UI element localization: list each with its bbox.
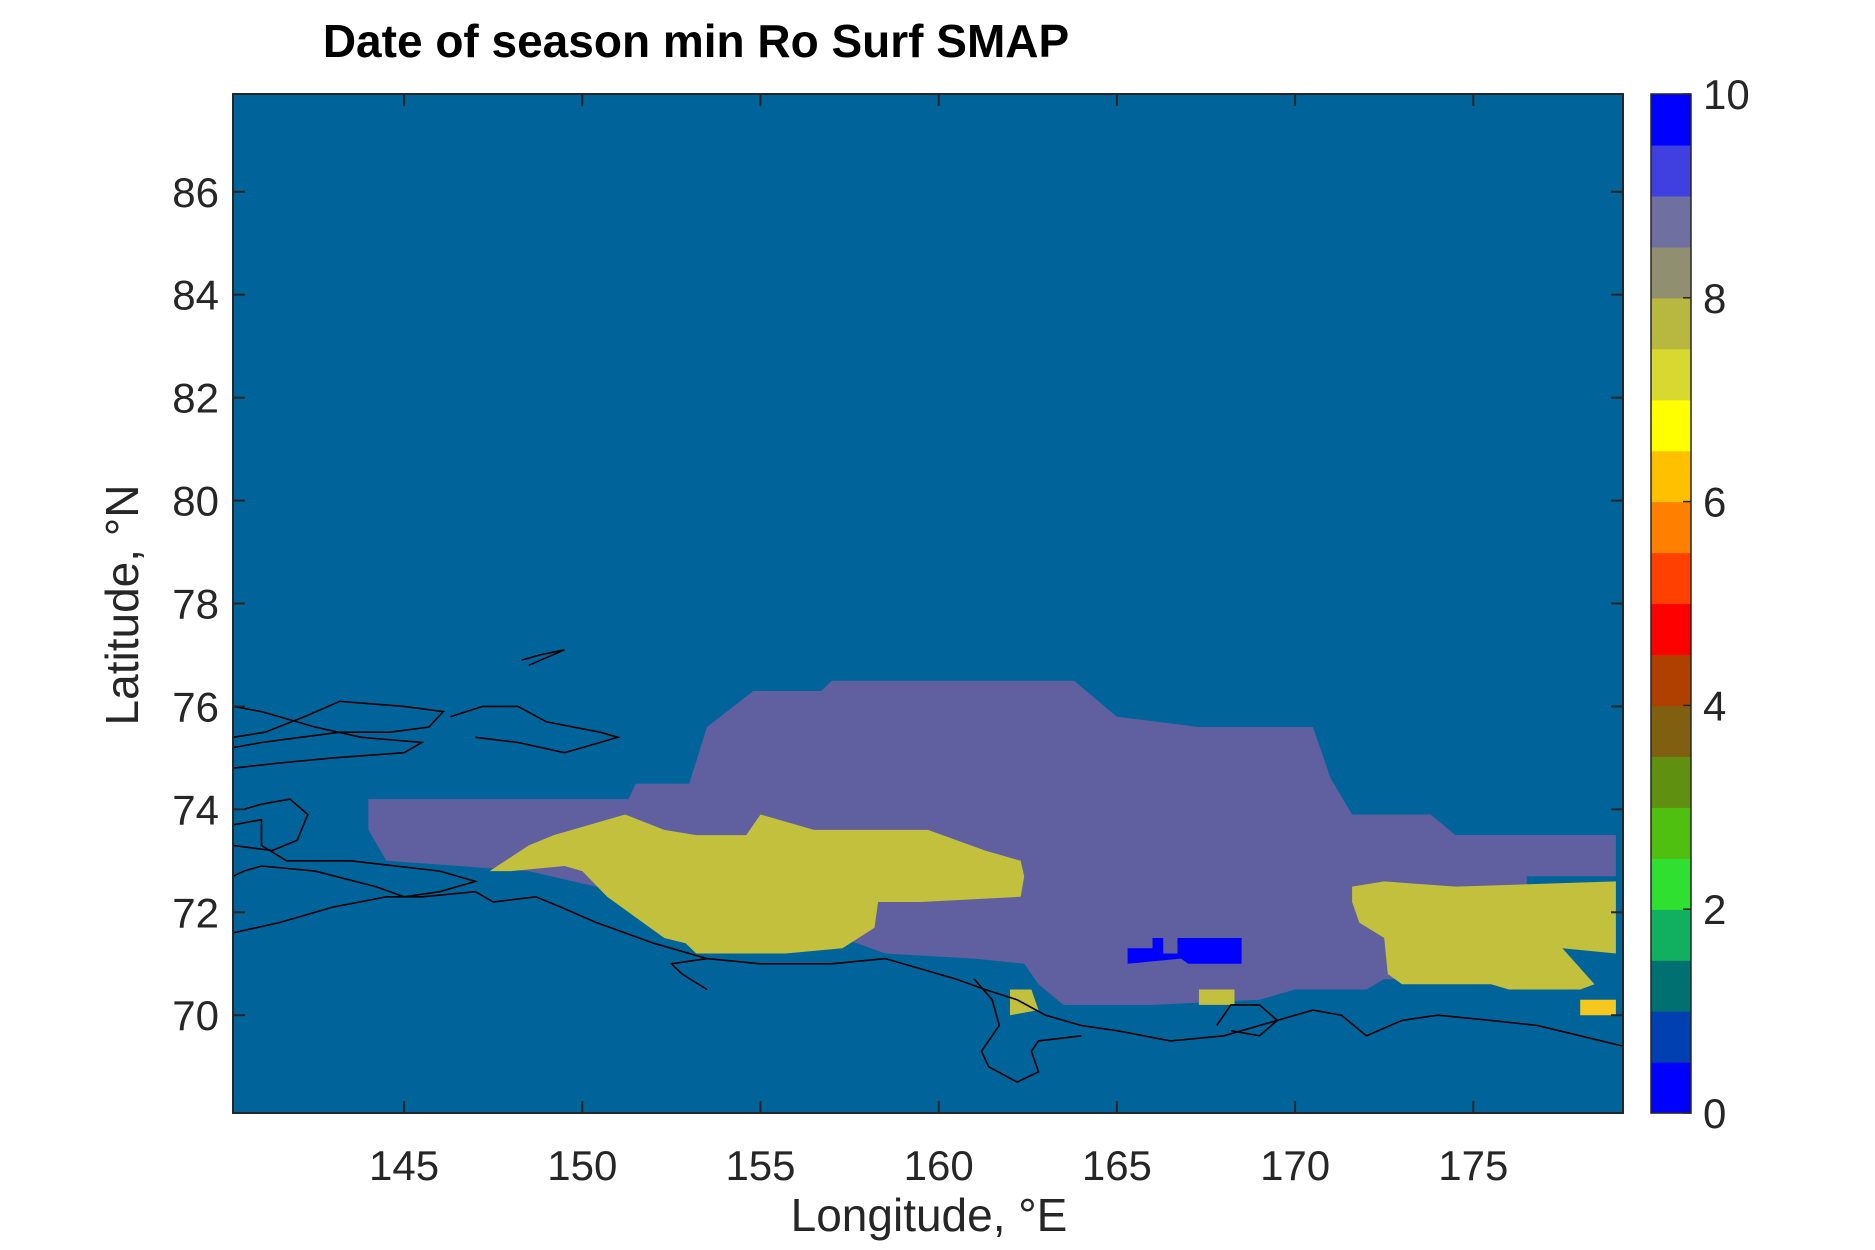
colorbar-segment [1651, 246, 1691, 299]
heatmap-region-value-8 [1010, 989, 1039, 1016]
x-tick-label: 170 [1260, 1142, 1330, 1189]
colorbar-segment [1651, 960, 1691, 1012]
plot-area [232, 93, 1624, 1114]
colorbar-segment [1651, 94, 1691, 146]
colorbar-segment [1651, 909, 1691, 961]
y-tick-label: 74 [172, 786, 219, 833]
y-tick-label: 70 [172, 992, 219, 1039]
colorbar-segment [1651, 858, 1691, 910]
x-tick-label: 145 [369, 1142, 439, 1189]
x-axis-ticks: 145 150 155 160 165 170 175 [369, 94, 1508, 1189]
heatmap-region-value-8 [489, 814, 1025, 954]
coastline-path [232, 705, 425, 769]
y-tick-label: 80 [172, 478, 219, 525]
colorbar-segment [1651, 501, 1691, 554]
colorbar-segment [1651, 552, 1691, 605]
colorbar-segment [1651, 603, 1691, 656]
colorbar-tick-label: 8 [1703, 275, 1726, 322]
y-tick-label: 72 [172, 889, 219, 936]
y-tick-label: 76 [172, 683, 219, 730]
colorbar-segment [1651, 348, 1691, 401]
colorbar-segment [1651, 195, 1691, 248]
coastline-path [450, 705, 621, 754]
coastline-path [232, 700, 445, 749]
heatmap-region-value-0 [1127, 938, 1242, 964]
colorbar-segment [1651, 705, 1691, 757]
y-axis-ticks: 70 72 74 76 78 80 82 84 86 [172, 169, 1623, 1039]
colorbar-tick-label: 0 [1703, 1090, 1726, 1137]
colorbar-segment [1651, 297, 1691, 350]
heatmap-region-value-7 [1580, 999, 1616, 1016]
chart-title: Date of season min Ro Surf SMAP [323, 15, 1069, 67]
x-tick-label: 155 [725, 1142, 795, 1189]
colorbar-segment [1651, 756, 1691, 808]
colorbar-segment [1651, 1062, 1691, 1114]
y-tick-label: 82 [172, 375, 219, 422]
coastline-path [232, 818, 479, 898]
colorbar: 0 2 4 6 8 10 [1650, 71, 1750, 1137]
colorbar-tick-label: 6 [1703, 479, 1726, 526]
colorbar-tick-label: 10 [1703, 71, 1750, 118]
heatmap-region-value-8 [1352, 881, 1616, 990]
y-axis-label: Latitude, °N [96, 485, 148, 726]
coastline-path [521, 649, 565, 667]
colorbar-segment [1651, 144, 1691, 197]
heatmap-region-value-8 [1198, 989, 1235, 1005]
y-tick-label: 86 [172, 169, 219, 216]
colorbar-segment [1651, 807, 1691, 859]
x-tick-label: 160 [904, 1142, 974, 1189]
x-tick-label: 150 [547, 1142, 617, 1189]
colorbar-segment [1651, 1011, 1691, 1063]
x-tick-label: 175 [1438, 1142, 1508, 1189]
coastline-path [232, 798, 309, 852]
coastline-path [1216, 1004, 1279, 1037]
coastline-path [973, 978, 1082, 1083]
y-tick-label: 84 [172, 272, 219, 319]
coastline-path [232, 890, 1624, 1047]
coastline-path [669, 957, 708, 991]
colorbar-segment [1651, 450, 1691, 503]
x-tick-label: 165 [1082, 1142, 1152, 1189]
colorbar-segment [1651, 654, 1691, 707]
colorbar-tick-label: 4 [1703, 682, 1726, 729]
heatmap-regions [368, 680, 1616, 1016]
colorbar-tick-label: 2 [1703, 886, 1726, 933]
colorbar-frame [1650, 93, 1692, 1114]
colorbar-segment [1651, 399, 1691, 452]
y-tick-label: 78 [172, 581, 219, 628]
x-axis-label: Longitude, °E [791, 1189, 1068, 1241]
coastlines [232, 649, 1624, 1083]
